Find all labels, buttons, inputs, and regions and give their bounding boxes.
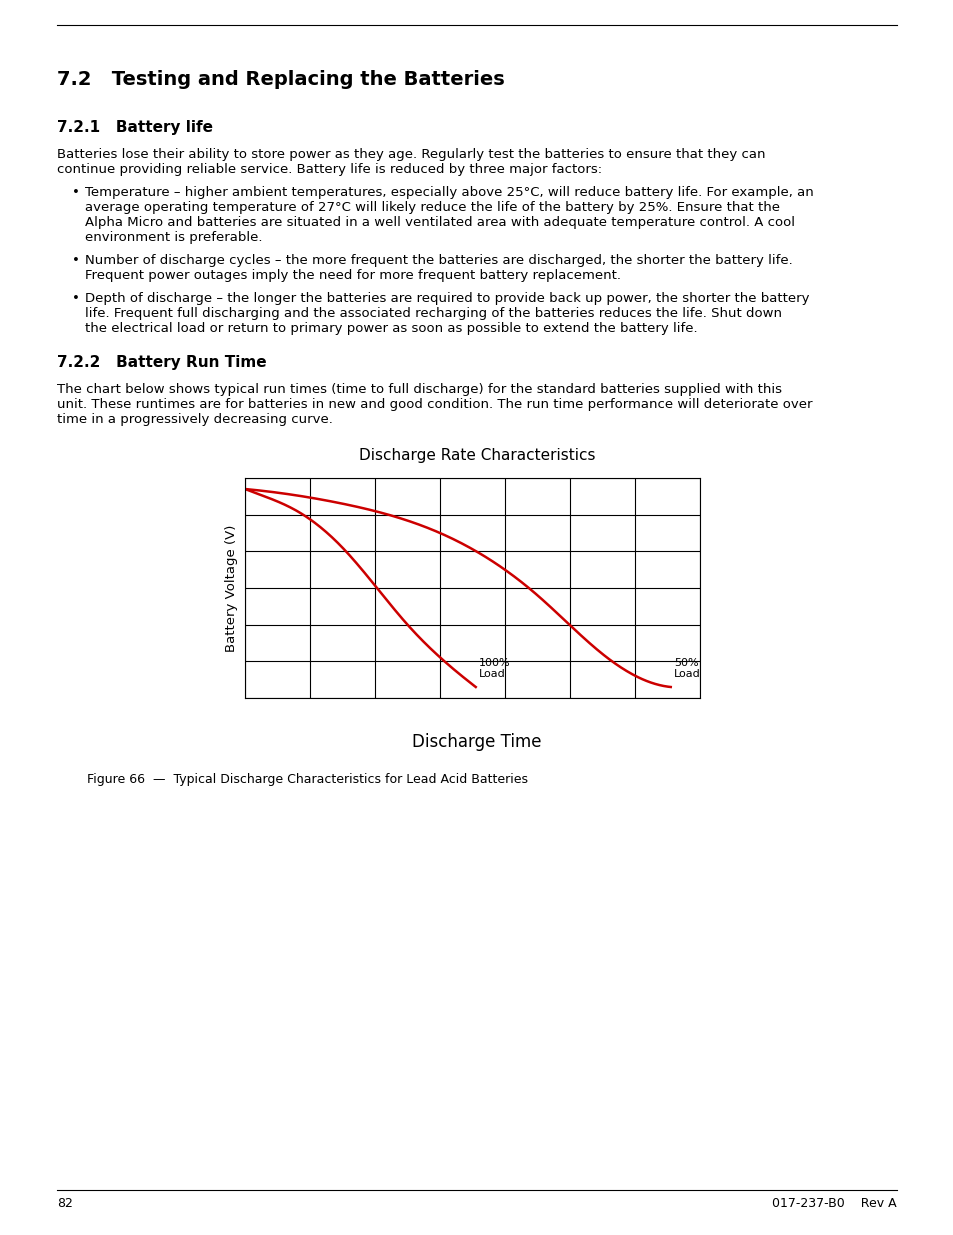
Text: •: • — [71, 291, 80, 305]
Text: 50%
Load: 50% Load — [673, 658, 700, 679]
Text: 017-237-B0    Rev A: 017-237-B0 Rev A — [772, 1197, 896, 1210]
Text: 7.2.2   Battery Run Time: 7.2.2 Battery Run Time — [57, 354, 266, 370]
Y-axis label: Battery Voltage (V): Battery Voltage (V) — [225, 525, 238, 652]
Text: Discharge Time: Discharge Time — [412, 734, 541, 751]
Text: 7.2.1   Battery life: 7.2.1 Battery life — [57, 120, 213, 135]
Text: 100%
Load: 100% Load — [478, 658, 510, 679]
Text: Temperature – higher ambient temperatures, especially above 25°C, will reduce ba: Temperature – higher ambient temperature… — [85, 186, 813, 245]
Text: 7.2   Testing and Replacing the Batteries: 7.2 Testing and Replacing the Batteries — [57, 70, 504, 89]
Text: Discharge Rate Characteristics: Discharge Rate Characteristics — [358, 448, 595, 463]
Text: •: • — [71, 254, 80, 267]
Text: Figure 66  —  Typical Discharge Characteristics for Lead Acid Batteries: Figure 66 — Typical Discharge Characteri… — [87, 773, 527, 785]
Text: Depth of discharge – the longer the batteries are required to provide back up po: Depth of discharge – the longer the batt… — [85, 291, 809, 335]
Text: 82: 82 — [57, 1197, 72, 1210]
Text: •: • — [71, 186, 80, 199]
Text: The chart below shows typical run times (time to full discharge) for the standar: The chart below shows typical run times … — [57, 383, 812, 426]
Text: Batteries lose their ability to store power as they age. Regularly test the batt: Batteries lose their ability to store po… — [57, 148, 764, 177]
Text: Number of discharge cycles – the more frequent the batteries are discharged, the: Number of discharge cycles – the more fr… — [85, 254, 792, 282]
